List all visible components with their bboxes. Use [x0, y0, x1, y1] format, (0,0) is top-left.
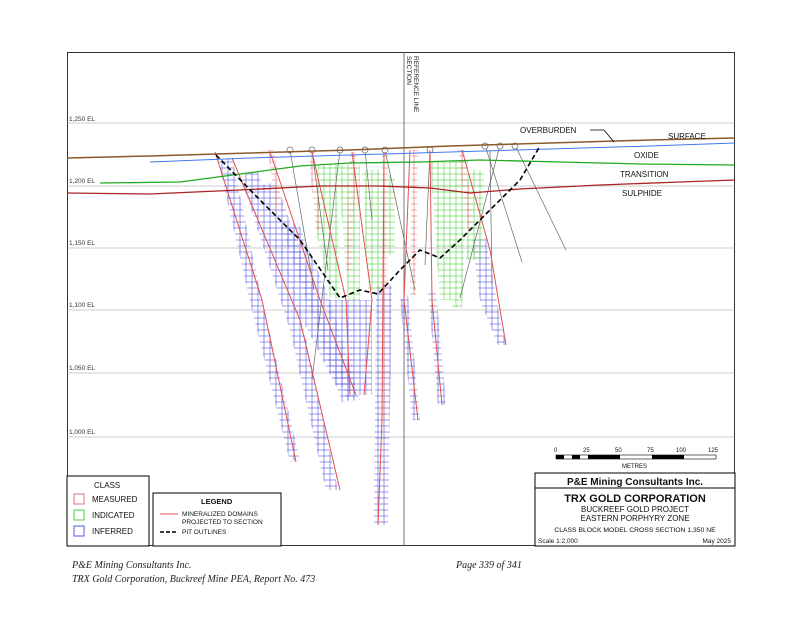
title-company: P&E Mining Consultants Inc. — [567, 477, 703, 488]
elevation-label-1250: 1,250 EL — [69, 116, 95, 123]
class-indicated-label: INDICATED — [92, 511, 135, 520]
svg-text:REFERENCE LINE: REFERENCE LINE — [412, 56, 419, 113]
title-date: May 2025 — [702, 538, 731, 545]
elevation-gridlines — [67, 122, 735, 438]
scale-tick-100: 100 — [676, 448, 687, 454]
elevation-label-1050: 1,050 EL — [69, 365, 95, 372]
mineralized-domains — [214, 149, 507, 526]
elevation-label-1200: 1,200 EL — [69, 178, 95, 185]
elevation-labels: 1,250 EL 1,200 EL 1,150 EL 1,100 EL 1,05… — [69, 116, 95, 436]
overburden-arrow — [590, 129, 615, 143]
section-reference-label: SECTION REFERENCE LINE — [405, 56, 419, 113]
scale-bar: 0 25 50 75 100 125 METRES — [554, 448, 719, 470]
title-project: BUCKREEF GOLD PROJECT — [581, 505, 689, 514]
class-inferred-label: INFERRED — [92, 527, 133, 536]
legend-title: LEGEND — [201, 497, 233, 506]
title-block: P&E Mining Consultants Inc. TRX GOLD COR… — [534, 472, 736, 547]
drill-holes — [289, 144, 567, 381]
sulphide-line — [66, 179, 736, 195]
zone-labels: OVERBURDEN SURFACE OXIDE TRANSITION SULP… — [520, 126, 706, 198]
elevation-label-1150: 1,150 EL — [69, 240, 95, 247]
oxide-line — [149, 142, 736, 163]
title-section: CLASS BLOCK MODEL CROSS SECTION 1,350 NE — [554, 527, 716, 534]
overburden-label: OVERBURDEN — [520, 126, 577, 135]
oxide-label: OXIDE — [634, 151, 659, 160]
scale-tick-0: 0 — [554, 448, 558, 454]
scale-tick-50: 50 — [615, 448, 622, 454]
transition-line — [99, 159, 736, 184]
indicated-blocks — [316, 160, 484, 308]
footer-page-number: Page 339 of 341 — [456, 560, 522, 571]
legend-pit-label: PIT OUTLINES — [182, 529, 227, 536]
footer-report: TRX Gold Corporation, Buckreef Mine PEA,… — [72, 574, 316, 585]
elevation-label-1000: 1,000 EL — [69, 429, 95, 436]
section-frame — [67, 52, 735, 546]
footer-company: P&E Mining Consultants Inc. — [72, 560, 192, 571]
scale-unit: METRES — [622, 464, 647, 470]
scale-tick-25: 25 — [583, 448, 590, 454]
class-measured-label: MEASURED — [92, 495, 138, 504]
scale-tick-125: 125 — [708, 448, 719, 454]
class-legend: CLASS MEASURED INDICATED INFERRED — [66, 475, 150, 547]
class-legend-title: CLASS — [94, 481, 120, 490]
surface-line — [66, 137, 736, 159]
svg-text:SECTION: SECTION — [405, 56, 412, 85]
sulphide-label: SULPHIDE — [622, 189, 662, 198]
title-zone: EASTERN PORPHYRY ZONE — [580, 514, 689, 523]
transition-label: TRANSITION — [620, 170, 669, 179]
legend-mineralized-line2: PROJECTED TO SECTION — [182, 519, 263, 526]
surface-label: SURFACE — [668, 132, 706, 141]
title-client: TRX GOLD CORPORATION — [564, 493, 706, 505]
elevation-label-1100: 1,100 EL — [69, 302, 95, 309]
scale-tick-75: 75 — [647, 448, 654, 454]
main-legend: LEGEND MINERALIZED DOMAINS PROJECTED TO … — [152, 492, 282, 547]
legend-mineralized-line1: MINERALIZED DOMAINS — [182, 511, 259, 518]
title-scale: Scale 1:2,000 — [538, 538, 578, 545]
